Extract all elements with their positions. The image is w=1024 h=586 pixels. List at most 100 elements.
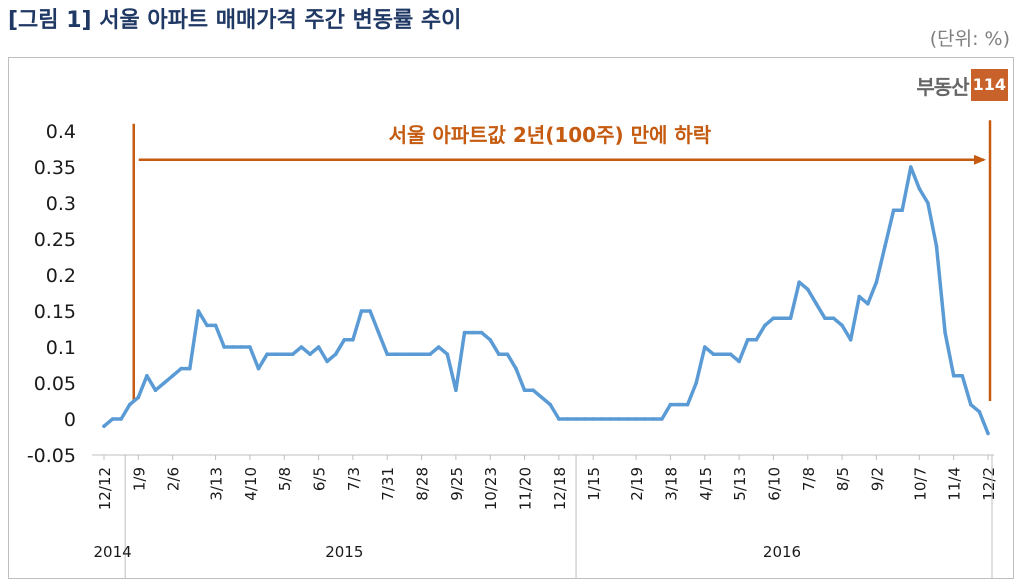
data-point <box>917 186 922 191</box>
logo-number: 114 <box>970 69 1008 101</box>
data-point <box>814 302 819 306</box>
x-tick-label: 9/25 <box>448 467 466 501</box>
x-tick-label: 5/13 <box>731 467 749 501</box>
x-tick-label: 4/15 <box>697 467 715 501</box>
data-point <box>745 338 750 342</box>
data-point <box>239 345 244 349</box>
data-point <box>737 359 741 364</box>
data-point <box>642 417 647 421</box>
data-point <box>291 352 295 357</box>
data-point <box>677 402 681 407</box>
x-tick-label: 12/2 <box>980 467 998 501</box>
data-point <box>394 352 398 357</box>
y-tick-label: 0.3 <box>46 193 76 215</box>
data-point <box>599 417 604 421</box>
data-point <box>908 165 913 169</box>
data-point <box>170 374 175 378</box>
data-point <box>831 316 836 321</box>
data-points <box>102 165 990 436</box>
data-point <box>539 395 544 400</box>
data-point <box>471 330 475 335</box>
data-point <box>205 323 209 328</box>
y-tick-label: 0.25 <box>34 229 76 251</box>
x-tick-label: 10/7 <box>911 467 929 501</box>
data-point <box>299 345 304 349</box>
year-label: 2015 <box>325 543 363 561</box>
x-tick-label: 6/5 <box>311 467 329 491</box>
y-tick-label: 0.05 <box>34 373 76 395</box>
data-point <box>230 345 235 349</box>
x-tick-label: 8/5 <box>834 467 852 491</box>
data-point <box>805 287 810 292</box>
data-point <box>874 280 879 285</box>
data-point <box>428 352 432 357</box>
y-tick-label: 0.35 <box>34 157 76 179</box>
brand-logo: 부동산 114 <box>916 68 1008 102</box>
x-tick-label: 11/4 <box>946 467 964 501</box>
x-tick-label: 12/12 <box>96 467 114 510</box>
x-tick-label: 2/19 <box>628 467 646 501</box>
data-point <box>866 302 870 306</box>
data-point <box>454 388 458 393</box>
x-tick-label: 12/18 <box>551 467 569 510</box>
data-point <box>668 402 673 407</box>
data-point <box>136 395 141 400</box>
unit-label: (단위: %) <box>929 28 1010 50</box>
x-tick-label: 1/15 <box>585 467 603 501</box>
year-label: 2014 <box>93 543 131 561</box>
data-point <box>883 244 887 248</box>
data-point <box>969 402 973 407</box>
data-point <box>986 431 990 436</box>
data-point <box>754 338 759 342</box>
data-point <box>282 352 287 357</box>
data-point <box>110 417 115 421</box>
data-point <box>188 366 192 371</box>
data-point <box>634 417 638 421</box>
data-point <box>848 338 853 342</box>
y-axis-labels: 0.4 0.35 0.3 0.25 0.2 0.15 0.1 0.05 0 -0.05 <box>27 121 76 467</box>
data-point <box>308 352 312 357</box>
chart-frame <box>8 57 1014 579</box>
data-point <box>359 309 364 313</box>
data-point <box>265 352 269 357</box>
x-tick-label: 3/13 <box>208 467 226 501</box>
x-tick-label: 1/9 <box>130 467 148 491</box>
data-point <box>153 388 158 393</box>
data-point <box>162 381 166 385</box>
data-point <box>565 417 570 421</box>
data-point <box>977 410 982 414</box>
year-label: 2016 <box>763 543 801 561</box>
data-point <box>222 345 226 349</box>
data-point <box>780 316 784 321</box>
figure-title: [그림 1] 서울 아파트 매매가격 주간 변동률 추이 <box>8 8 462 33</box>
data-point <box>145 374 149 378</box>
y-tick-label: -0.05 <box>27 445 76 467</box>
data-point <box>900 208 904 212</box>
data-point <box>763 323 767 328</box>
data-point <box>325 359 329 364</box>
data-point <box>333 352 338 357</box>
data-point <box>694 381 698 385</box>
data-point <box>591 417 596 421</box>
data-point <box>574 417 578 421</box>
x-tick-label: 5/8 <box>276 467 294 491</box>
data-point <box>617 417 621 421</box>
x-tick-label: 6/10 <box>765 467 783 501</box>
series-line <box>102 165 990 436</box>
data-point <box>402 352 407 357</box>
x-tick-label: 7/3 <box>345 467 363 491</box>
data-point <box>127 402 132 407</box>
x-axis: 12/12 1/9 2/6 3/13 4/10 5/8 6/5 7/3 7/31 8/28 9/25… <box>92 454 998 578</box>
data-point <box>685 402 690 407</box>
x-tick-label: 11/20 <box>517 467 535 510</box>
data-point <box>179 366 184 371</box>
data-point <box>505 352 510 357</box>
data-point <box>608 417 613 421</box>
x-tick-label: 3/18 <box>662 467 680 501</box>
data-point <box>660 417 664 421</box>
y-tick-label: 0.1 <box>46 337 76 359</box>
y-tick-label: 0 <box>64 409 76 431</box>
data-point <box>720 352 724 357</box>
data-point <box>951 374 956 378</box>
data-point <box>934 244 939 248</box>
